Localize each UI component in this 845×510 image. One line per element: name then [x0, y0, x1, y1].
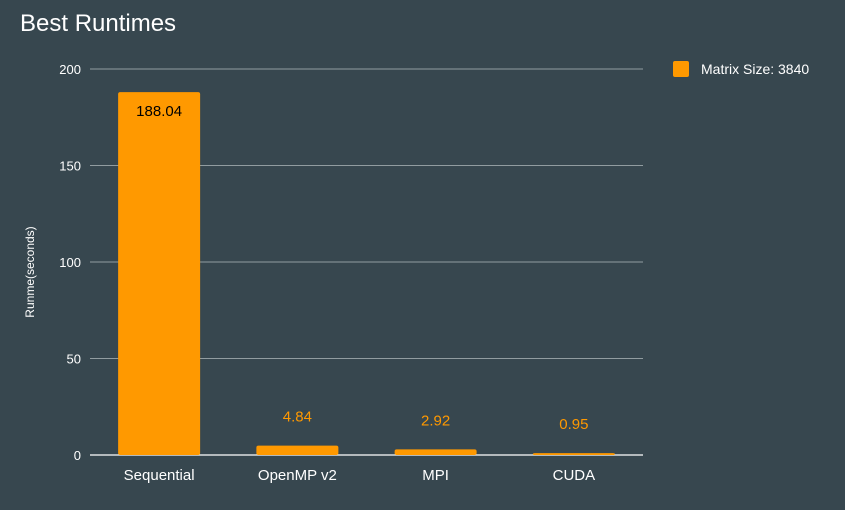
y-axis-title: Runme(seconds) [23, 226, 37, 317]
y-tick-label: 50 [67, 352, 81, 367]
x-tick-label: OpenMP v2 [258, 467, 337, 484]
y-tick-label: 200 [59, 62, 81, 77]
y-tick-label: 0 [74, 448, 81, 463]
legend-swatch [673, 61, 689, 77]
legend-label: Matrix Size: 3840 [701, 61, 810, 77]
bar-openmp-v2 [256, 445, 339, 455]
x-tick-label: Sequential [124, 467, 195, 484]
data-label: 4.84 [283, 409, 312, 426]
legend: Matrix Size: 3840 [673, 61, 809, 77]
bar-cuda [532, 453, 615, 455]
bar-mpi [394, 449, 477, 455]
y-tick-label: 100 [59, 255, 81, 270]
data-label: 188.04 [136, 103, 182, 120]
x-tick-label: CUDA [553, 467, 596, 484]
data-label: 0.95 [559, 416, 588, 433]
bar-sequential [118, 92, 201, 456]
x-tick-label: MPI [422, 467, 449, 484]
y-tick-label: 150 [59, 159, 81, 174]
data-label: 2.92 [421, 412, 450, 429]
chart-title: Best Runtimes [20, 10, 177, 37]
